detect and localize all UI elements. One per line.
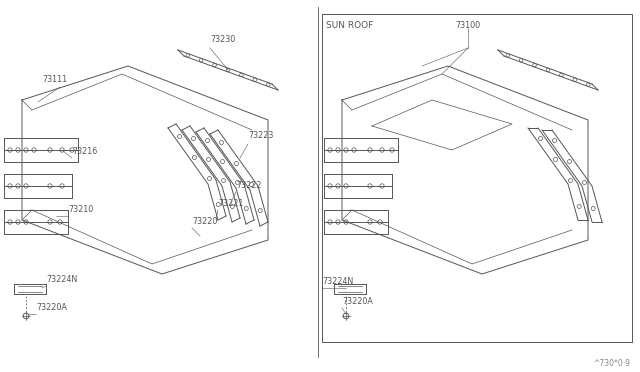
- Text: 73224N: 73224N: [322, 277, 353, 286]
- Text: 73111: 73111: [42, 75, 67, 84]
- Text: 73230: 73230: [210, 35, 236, 44]
- Text: 73216: 73216: [72, 147, 97, 156]
- Text: 73220A: 73220A: [342, 297, 373, 306]
- Text: 73222: 73222: [236, 181, 262, 190]
- Text: 73210: 73210: [68, 205, 93, 214]
- Text: 73100: 73100: [456, 20, 481, 29]
- Text: SUN ROOF: SUN ROOF: [326, 20, 373, 29]
- Bar: [322, 14, 632, 342]
- Text: ^730*0·9: ^730*0·9: [593, 359, 630, 368]
- Text: 73223: 73223: [248, 131, 273, 140]
- Text: 73224N: 73224N: [46, 275, 77, 284]
- Text: 73220A: 73220A: [36, 303, 67, 312]
- Text: 73221: 73221: [218, 199, 243, 208]
- Text: 73220: 73220: [192, 217, 218, 226]
